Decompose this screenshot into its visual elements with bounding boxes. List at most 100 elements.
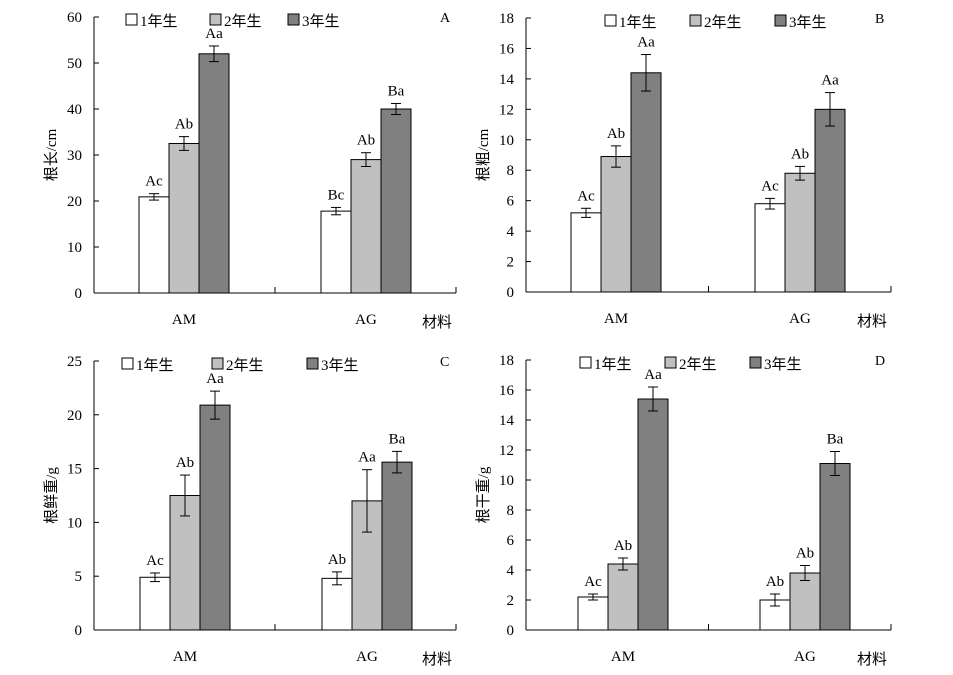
y-tick-label: 0 bbox=[75, 623, 83, 639]
x-axis-label: 材料 bbox=[422, 651, 452, 668]
x-tick-label: AM bbox=[604, 311, 628, 327]
y-tick-label: 8 bbox=[507, 503, 515, 519]
bar bbox=[577, 596, 609, 631]
y-tick-label: 60 bbox=[67, 10, 82, 26]
bar bbox=[784, 172, 816, 293]
legend-swatch bbox=[125, 13, 138, 26]
y-tick-label: 10 bbox=[499, 473, 514, 489]
significance-label: Ab bbox=[614, 538, 632, 554]
bar bbox=[168, 143, 200, 294]
legend-label: 2年生 bbox=[704, 14, 742, 31]
significance-label: Aa bbox=[821, 73, 839, 89]
y-tick-label: 10 bbox=[499, 133, 514, 149]
y-tick-label: 18 bbox=[499, 353, 514, 369]
bar bbox=[351, 500, 383, 631]
significance-label: Aa bbox=[637, 35, 655, 51]
legend-label: 1年生 bbox=[619, 14, 657, 31]
x-tick-label: AG bbox=[356, 649, 378, 665]
x-tick-label: AM bbox=[172, 312, 196, 328]
legend-swatch bbox=[689, 14, 702, 27]
y-tick-label: 15 bbox=[67, 462, 82, 478]
y-tick-label: 18 bbox=[499, 11, 514, 27]
y-axis-label: 根长/cm bbox=[43, 128, 60, 181]
legend-swatch bbox=[306, 357, 319, 370]
bar bbox=[320, 210, 352, 294]
significance-label: Aa bbox=[206, 371, 224, 387]
y-tick-label: 0 bbox=[507, 623, 515, 639]
y-axis-label: 根鲜重/g bbox=[43, 467, 60, 524]
legend-label: 3年生 bbox=[302, 13, 340, 30]
y-tick-label: 5 bbox=[75, 569, 83, 585]
y-tick-label: 10 bbox=[67, 240, 82, 256]
legend-label: 3年生 bbox=[789, 14, 827, 31]
legend-swatch bbox=[604, 14, 617, 27]
y-tick-label: 14 bbox=[499, 413, 515, 429]
significance-label: Ab bbox=[357, 133, 375, 149]
y-tick-label: 40 bbox=[67, 102, 82, 118]
panel-label: A bbox=[440, 11, 451, 26]
significance-label: Ab bbox=[328, 552, 346, 568]
x-axis-label: 材料 bbox=[857, 313, 887, 330]
y-tick-label: 16 bbox=[499, 383, 515, 399]
bar bbox=[637, 398, 669, 631]
legend-swatch bbox=[211, 357, 224, 370]
significance-label: Ba bbox=[388, 83, 405, 99]
x-axis-label: 材料 bbox=[857, 651, 887, 668]
legend-swatch bbox=[209, 13, 222, 26]
panel-label: C bbox=[440, 355, 449, 370]
legend-swatch bbox=[774, 14, 787, 27]
y-tick-label: 0 bbox=[507, 285, 515, 301]
significance-label: Ba bbox=[389, 431, 406, 447]
bar bbox=[321, 577, 353, 631]
significance-label: Ab bbox=[607, 126, 625, 142]
panel-label: D bbox=[875, 354, 885, 369]
legend-label: 3年生 bbox=[764, 356, 802, 373]
significance-label: Ac bbox=[146, 553, 164, 569]
bar bbox=[380, 108, 412, 294]
significance-label: Ac bbox=[761, 178, 779, 194]
bar bbox=[630, 72, 662, 293]
y-tick-label: 4 bbox=[507, 224, 515, 240]
bar bbox=[138, 196, 170, 294]
y-tick-label: 30 bbox=[67, 148, 82, 164]
y-tick-label: 14 bbox=[499, 72, 515, 88]
legend-label: 1年生 bbox=[136, 357, 174, 374]
y-tick-label: 25 bbox=[67, 354, 82, 370]
significance-label: Ab bbox=[796, 546, 814, 562]
significance-label: Aa bbox=[205, 26, 223, 42]
y-tick-label: 12 bbox=[499, 443, 514, 459]
significance-label: Ac bbox=[145, 174, 163, 190]
y-tick-label: 20 bbox=[67, 194, 82, 210]
significance-label: Aa bbox=[644, 367, 662, 383]
legend-label: 2年生 bbox=[679, 356, 717, 373]
significance-label: Bc bbox=[328, 187, 345, 203]
y-tick-label: 6 bbox=[507, 194, 515, 210]
bar bbox=[139, 576, 171, 631]
y-tick-label: 6 bbox=[507, 533, 515, 549]
legend-swatch bbox=[664, 356, 677, 369]
bar bbox=[169, 495, 201, 631]
legend-swatch bbox=[121, 357, 134, 370]
bar bbox=[350, 159, 382, 294]
bar bbox=[381, 461, 413, 631]
y-tick-label: 50 bbox=[67, 56, 82, 72]
bar bbox=[198, 53, 230, 294]
bar bbox=[600, 156, 632, 293]
y-tick-label: 0 bbox=[75, 286, 83, 302]
bar bbox=[199, 404, 231, 631]
x-tick-label: AM bbox=[173, 649, 197, 665]
y-tick-label: 10 bbox=[67, 515, 82, 531]
x-tick-label: AM bbox=[611, 649, 635, 665]
y-tick-label: 2 bbox=[507, 593, 515, 609]
significance-label: Ba bbox=[827, 432, 844, 448]
bar bbox=[607, 563, 639, 631]
legend-swatch bbox=[287, 13, 300, 26]
bar bbox=[754, 203, 786, 293]
significance-label: Ab bbox=[176, 455, 194, 471]
y-tick-label: 12 bbox=[499, 102, 514, 118]
x-tick-label: AG bbox=[794, 649, 816, 665]
y-tick-label: 20 bbox=[67, 408, 82, 424]
y-tick-label: 2 bbox=[507, 255, 515, 271]
y-tick-label: 16 bbox=[499, 41, 515, 57]
